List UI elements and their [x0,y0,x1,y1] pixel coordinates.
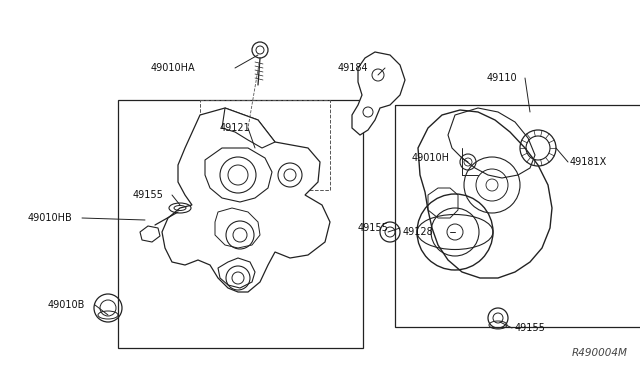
Text: 49155: 49155 [133,190,164,200]
Bar [118,100,363,348]
Bar [200,100,330,190]
Text: 49128: 49128 [403,227,434,237]
Text: 49184: 49184 [338,63,369,73]
Polygon shape [162,108,330,292]
Text: 49155: 49155 [358,223,389,233]
Polygon shape [352,52,405,135]
Polygon shape [222,108,275,148]
Bar [395,105,640,327]
Text: 49155: 49155 [515,323,546,333]
Text: 49121: 49121 [220,123,251,133]
Polygon shape [418,110,552,278]
Text: 49181X: 49181X [570,157,607,167]
Text: 49010B: 49010B [48,300,85,310]
Text: R490004M: R490004M [572,348,628,358]
Text: 49110: 49110 [487,73,518,83]
Text: 49010HA: 49010HA [150,63,195,73]
Text: 49010H: 49010H [412,153,450,163]
Text: 49010HB: 49010HB [28,213,73,223]
